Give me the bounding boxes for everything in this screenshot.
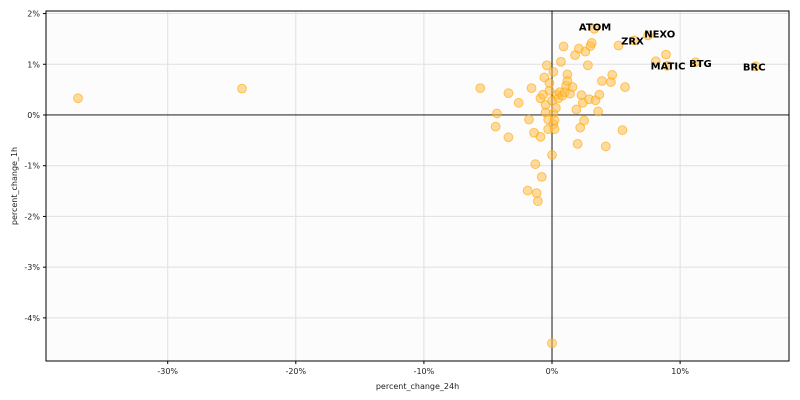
scatter-point bbox=[613, 40, 624, 51]
scatter-point bbox=[492, 108, 502, 119]
scatter-point bbox=[579, 115, 589, 126]
scatter-point bbox=[237, 83, 247, 94]
scatter-point bbox=[558, 41, 569, 52]
scatter-point bbox=[750, 61, 761, 72]
scatter-point bbox=[548, 66, 559, 77]
scatter-point bbox=[536, 171, 547, 182]
scatter-point bbox=[475, 83, 486, 94]
scatter-point bbox=[503, 88, 514, 99]
y-tick-label: 0% bbox=[27, 111, 40, 120]
plot-frame bbox=[45, 10, 790, 362]
point-annotation: MATIC bbox=[651, 61, 686, 72]
x-tick-label: 10% bbox=[671, 367, 689, 376]
scatter-point bbox=[556, 56, 566, 67]
scatter-point bbox=[582, 60, 593, 71]
data-points bbox=[73, 23, 761, 349]
point-annotation: BTG bbox=[689, 59, 712, 70]
scatter-point bbox=[524, 114, 534, 125]
scatter-point bbox=[607, 70, 618, 80]
scatter-point bbox=[661, 49, 671, 60]
y-tick-label: -2% bbox=[24, 212, 40, 221]
scatter-point bbox=[526, 83, 537, 94]
scatter-point bbox=[597, 76, 607, 86]
point-annotation: ZRX bbox=[621, 36, 644, 47]
scatter-point bbox=[544, 78, 555, 88]
scatter-point bbox=[594, 89, 605, 100]
scatter-point bbox=[572, 138, 583, 149]
x-axis-ticks: -30% -20% -10% 0% 10% bbox=[157, 361, 689, 376]
scatter-point bbox=[650, 56, 661, 67]
x-tick-label: -20% bbox=[285, 367, 306, 376]
point-annotation: NEXO bbox=[644, 29, 675, 40]
point-annotation: ATOM bbox=[579, 23, 611, 34]
scatter-point bbox=[531, 188, 542, 199]
y-tick-label: -1% bbox=[24, 162, 40, 171]
x-axis-title: percent_change_24h bbox=[376, 382, 459, 391]
scatter-point bbox=[547, 150, 557, 160]
scatter-point bbox=[567, 82, 578, 92]
scatter-point bbox=[690, 57, 701, 68]
scatter-point bbox=[593, 106, 604, 117]
scatter-point bbox=[629, 35, 639, 46]
y-tick-label: -3% bbox=[24, 263, 40, 272]
scatter-point bbox=[73, 93, 83, 104]
scatter-point bbox=[533, 196, 543, 207]
y-tick-label: 1% bbox=[27, 60, 40, 69]
scatter-point bbox=[617, 125, 628, 136]
scatter-point bbox=[547, 338, 557, 349]
y-axis-title: percent_change_1h bbox=[10, 147, 19, 225]
scatter-point bbox=[549, 115, 560, 125]
scatter-point bbox=[571, 104, 582, 115]
scatter-point bbox=[535, 131, 546, 142]
scatter-point bbox=[490, 121, 501, 132]
scatter-point bbox=[522, 185, 533, 196]
scatter-point bbox=[549, 124, 560, 135]
scatter-point bbox=[600, 141, 611, 152]
y-axis-ticks: -4% -3% -2% -1% 0% 1% 2% bbox=[24, 10, 46, 323]
y-tick-label: -4% bbox=[24, 314, 40, 323]
scatter-point bbox=[589, 23, 600, 34]
scatter-point bbox=[503, 132, 514, 143]
x-tick-label: -10% bbox=[414, 367, 435, 376]
y-tick-label: 2% bbox=[27, 10, 40, 19]
x-tick-label: -30% bbox=[157, 367, 178, 376]
scatter-point bbox=[530, 159, 541, 170]
scatter-point bbox=[550, 102, 561, 113]
x-tick-label: 0% bbox=[546, 367, 559, 376]
scatter-point bbox=[541, 60, 552, 71]
scatter-point bbox=[643, 30, 653, 41]
scatter-point bbox=[586, 38, 597, 48]
point-annotation: BRC bbox=[743, 62, 766, 73]
scatter-point bbox=[620, 82, 630, 92]
scatter-point bbox=[662, 60, 673, 71]
scatter-point bbox=[513, 97, 524, 108]
